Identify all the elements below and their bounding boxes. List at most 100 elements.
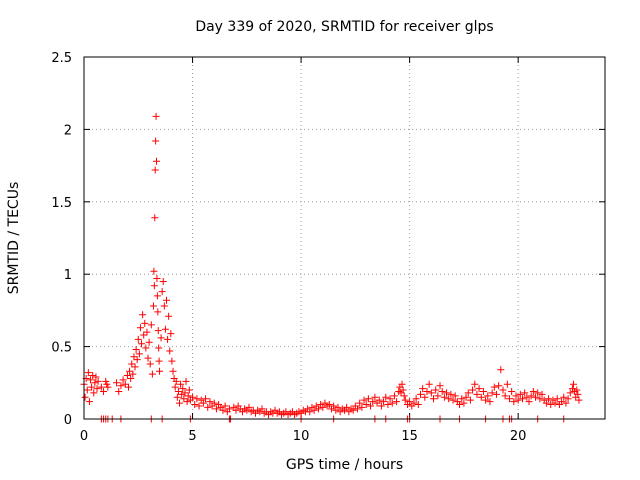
data-point (501, 392, 509, 400)
data-point (462, 393, 470, 401)
data-point (445, 395, 453, 403)
data-point (89, 372, 97, 380)
data-point (147, 321, 155, 329)
data-point (103, 380, 111, 388)
data-point (438, 387, 446, 395)
data-point (189, 393, 197, 401)
data-point (206, 398, 214, 406)
data-point (449, 396, 457, 404)
data-point (358, 403, 366, 411)
data-point (458, 395, 466, 403)
data-point (521, 389, 529, 397)
data-point (400, 392, 408, 400)
data-point (512, 392, 520, 400)
data-point (330, 402, 338, 410)
data-point (460, 399, 468, 407)
data-point (419, 385, 427, 393)
data-point (532, 393, 540, 401)
data-point (212, 405, 220, 413)
data-point (451, 392, 459, 400)
data-point (469, 386, 477, 394)
data-point (388, 399, 396, 407)
data-point (174, 387, 182, 395)
y-tick-label: 2.5 (51, 51, 72, 66)
data-point (149, 302, 157, 310)
data-point (390, 392, 398, 400)
data-point (382, 393, 390, 401)
data-point (399, 386, 407, 394)
data-point (166, 347, 174, 355)
data-point (425, 380, 433, 388)
data-point (155, 344, 163, 352)
data-point (416, 390, 424, 398)
data-point (375, 396, 383, 404)
data-point (575, 396, 583, 404)
data-point (139, 311, 147, 319)
y-tick-label: 0.5 (51, 341, 72, 356)
data-point (510, 398, 518, 406)
data-point (156, 367, 164, 375)
data-point (427, 389, 435, 397)
data-point (129, 370, 137, 378)
data-point (153, 157, 161, 165)
data-point (362, 401, 370, 409)
x-tick-label: 20 (510, 429, 527, 444)
data-point (401, 396, 409, 404)
data-point (87, 376, 95, 384)
data-point (160, 302, 168, 310)
data-point (306, 408, 314, 416)
data-point (505, 395, 513, 403)
data-point (195, 402, 203, 410)
y-tick-label: 1 (64, 268, 72, 283)
data-point (102, 377, 110, 385)
data-point (219, 406, 227, 414)
data-point (384, 401, 392, 409)
x-tick-label: 15 (401, 429, 418, 444)
data-point (558, 398, 566, 406)
data-point (560, 393, 568, 401)
data-point (354, 405, 362, 413)
data-point (159, 277, 167, 285)
data-point (386, 395, 394, 403)
data-point (126, 367, 134, 375)
data-point (180, 395, 188, 403)
data-point (367, 402, 375, 410)
data-point (138, 340, 146, 348)
data-point (356, 399, 364, 407)
data-point (479, 387, 487, 395)
data-point (125, 383, 133, 391)
data-point (471, 380, 479, 388)
data-point (514, 396, 522, 404)
data-point (574, 390, 582, 398)
data-point (369, 398, 377, 406)
data-point (178, 390, 186, 398)
data-point (314, 405, 322, 413)
data-point (144, 354, 152, 362)
data-point (173, 393, 181, 401)
data-point (152, 112, 160, 120)
y-tick-label: 2 (64, 123, 72, 138)
data-point (193, 395, 201, 403)
data-point (117, 382, 125, 390)
data-point (97, 383, 105, 391)
data-point (490, 383, 498, 391)
data-point (181, 389, 189, 397)
data-point (168, 357, 176, 365)
data-point (412, 395, 420, 403)
data-point (566, 389, 574, 397)
data-point (570, 380, 578, 388)
data-point (154, 327, 162, 335)
data-point (146, 360, 154, 368)
data-point (185, 386, 193, 394)
data-point (171, 383, 179, 391)
data-point (153, 275, 161, 283)
data-point (148, 370, 156, 378)
y-tick-label: 0 (64, 413, 72, 428)
data-point (155, 357, 163, 365)
data-point (104, 383, 112, 391)
data-point (484, 392, 492, 400)
data-point (527, 392, 535, 400)
data-point (202, 395, 210, 403)
data-point (573, 386, 581, 394)
